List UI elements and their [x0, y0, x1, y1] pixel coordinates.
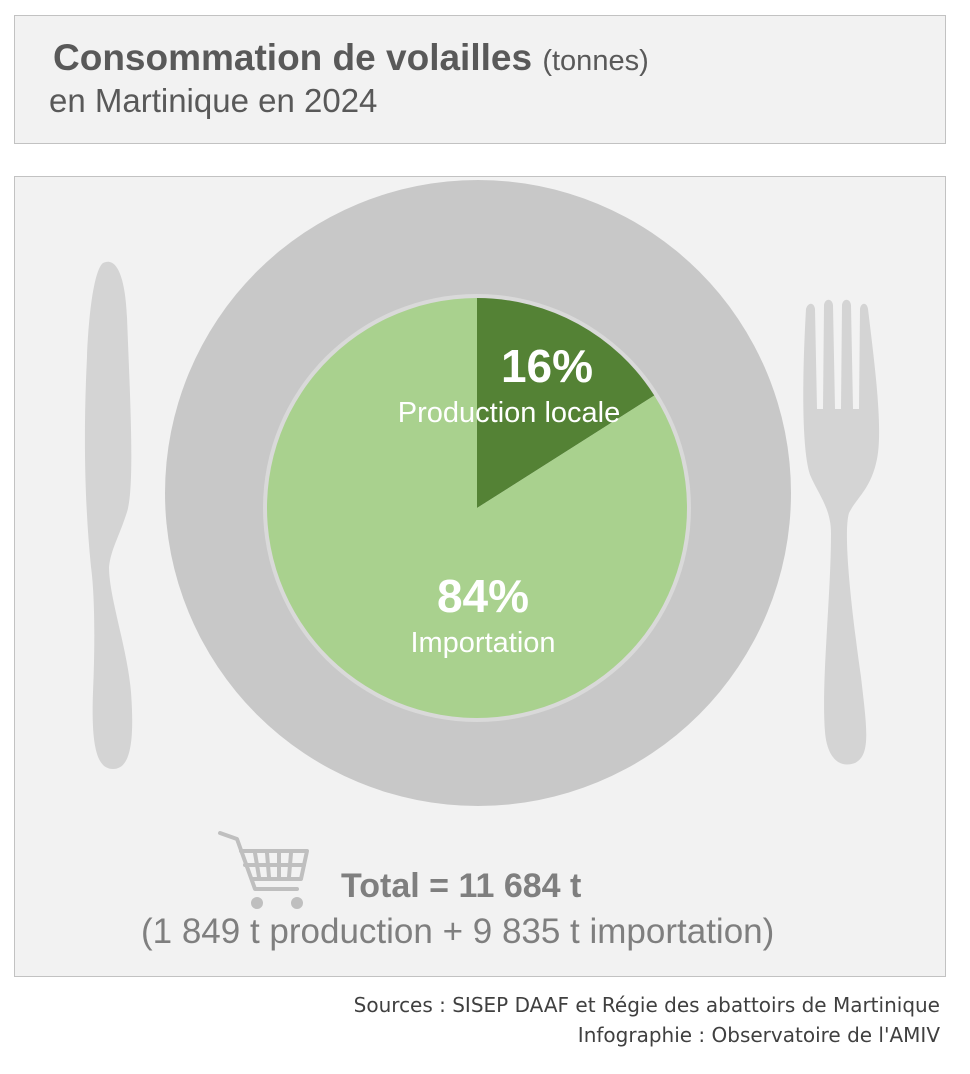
- chart-title-unit: (tonnes): [542, 45, 649, 77]
- slice-category-label-0: Production locale: [398, 397, 620, 429]
- slice-category-label-1: Importation: [410, 627, 555, 659]
- slice-percent-label-0: 16%: [501, 340, 593, 392]
- shopping-cart-icon: [218, 831, 309, 909]
- pie-chart: 16% Production locale 84% Importation: [267, 298, 687, 718]
- infographie-note: Infographie : Observatoire de l'AMIV: [577, 1023, 940, 1047]
- chart-panel: 16% Production locale 84% Importation Total…: [14, 176, 946, 977]
- pie-slice-0: [477, 298, 655, 508]
- total-label: Total = 11 684 t: [341, 867, 582, 905]
- chart-title-text: Consommation de volailles: [53, 37, 533, 78]
- chart-subtitle: en Martinique en 2024: [49, 82, 378, 119]
- chart-canvas: 16% Production locale 84% Importation: [84, 180, 880, 909]
- total-detail: (1 849 t production + 9 835 t importatio…: [141, 912, 775, 951]
- slice-percent-label-1: 84%: [437, 570, 529, 622]
- pie-slice-1: [267, 298, 687, 718]
- knife-icon: [84, 261, 133, 769]
- chart-title: Consommation de volailles (tonnes): [53, 37, 649, 79]
- fork-icon: [803, 299, 880, 765]
- sources-note: Sources : SISEP DAAF et Régie des abatto…: [353, 993, 940, 1017]
- credits: Sources : SISEP DAAF et Régie des abatto…: [354, 990, 940, 1050]
- title-box: Consommation de volailles (tonnes) en Ma…: [14, 15, 946, 144]
